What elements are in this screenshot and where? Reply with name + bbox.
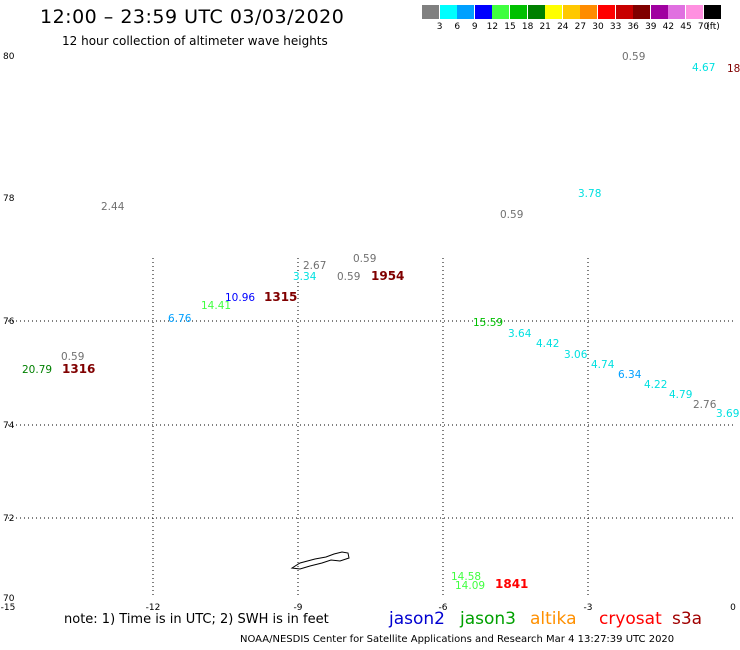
wave-height-label: 4.42 — [536, 338, 559, 350]
scale-label: 24 — [557, 22, 569, 32]
scale-swatch — [545, 5, 563, 19]
wave-height-label: 14.58 — [451, 571, 481, 583]
wave-height-label: 18 — [727, 63, 740, 75]
wave-height-label: 2.76 — [693, 399, 717, 411]
longitude-tick: -6 — [439, 603, 448, 613]
legend-jason2: jason2 — [389, 609, 445, 629]
wave-height-label: 0.59 — [337, 271, 360, 283]
longitude-tick: -9 — [294, 603, 303, 613]
scale-label: 45 — [680, 22, 692, 32]
scale-swatch — [457, 5, 475, 19]
latitude-tick: 72 — [3, 514, 14, 524]
wave-height-label: 3.34 — [293, 271, 317, 283]
pass-time-label: 1315 — [264, 290, 297, 304]
wave-height-label: 6.76 — [168, 313, 192, 325]
latitude-tick: 80 — [3, 52, 15, 62]
scale-swatch — [492, 5, 510, 19]
scale-label: 36 — [627, 22, 639, 32]
wave-height-label: 3.64 — [508, 328, 532, 340]
scale-swatch — [633, 5, 651, 19]
wave-height-label: 4.67 — [692, 62, 715, 74]
scale-label: 6 — [454, 22, 461, 32]
longitude-tick: -15 — [1, 603, 16, 613]
wave-height-label: 10.96 — [225, 292, 255, 304]
latitude-tick: 76 — [3, 317, 15, 327]
scale-swatch — [439, 5, 457, 19]
scale-swatch — [668, 5, 686, 19]
wave-height-label: 0.59 — [353, 253, 376, 265]
legend-altika: altika — [530, 609, 577, 629]
pass-time-label: 1316 — [62, 362, 95, 376]
pass-time-label: 1954 — [371, 269, 404, 283]
grid-lines — [8, 258, 733, 598]
map-subtitle: 12 hour collection of altimeter wave hei… — [62, 34, 328, 48]
wave-height-label: 3.69 — [716, 408, 739, 420]
scale-label: 30 — [592, 22, 604, 32]
scale-swatch — [580, 5, 598, 19]
scale-swatch — [562, 5, 580, 19]
wave-height-label: 0.59 — [500, 209, 523, 221]
scale-label: 27 — [574, 22, 587, 32]
scale-label: 70 — [697, 22, 710, 32]
scale-label: 12 — [486, 22, 499, 32]
pass-time-label: 1841 — [495, 577, 528, 591]
map-title: 12:00 – 23:59 UTC 03/03/2020 — [40, 6, 345, 28]
latitude-tick: 78 — [3, 194, 15, 204]
wave-height-label: 15.59 — [473, 317, 503, 329]
scale-swatch — [598, 5, 615, 19]
wave-height-label: 20.79 — [22, 364, 52, 376]
scale-unit: (ft) — [706, 22, 720, 32]
wave-height-label: 4.22 — [644, 379, 667, 391]
wave-height-label: 0.59 — [622, 51, 645, 63]
scale-swatch — [686, 5, 703, 19]
wave-height-label: 4.79 — [669, 389, 692, 401]
latitude-tick: 74 — [3, 421, 15, 431]
longitude-tick: -12 — [146, 603, 161, 613]
wave-height-label: 3.78 — [578, 188, 601, 200]
scale-label: 33 — [609, 22, 622, 32]
scale-label: 21 — [539, 22, 551, 32]
longitude-tick: -3 — [584, 603, 593, 613]
scale-swatch — [510, 5, 527, 19]
coastline-island — [290, 551, 350, 570]
wave-height-label: 14.41 — [201, 300, 231, 312]
scale-swatch — [474, 5, 492, 19]
footnote: note: 1) Time is in UTC; 2) SWH is in fe… — [64, 612, 329, 627]
scale-swatch — [527, 5, 545, 19]
scale-label: 18 — [521, 22, 534, 32]
legend-jason3: jason3 — [460, 609, 516, 629]
scale-swatch — [650, 5, 668, 19]
legend-s3a: s3a — [672, 609, 703, 629]
wave-height-label: 2.44 — [101, 201, 125, 213]
scale-label: 9 — [471, 22, 478, 32]
scale-label: 39 — [645, 22, 657, 32]
wave-height-label: 2.67 — [303, 260, 326, 272]
scale-label: 42 — [662, 22, 675, 32]
credit-line: NOAA/NESDIS Center for Satellite Applica… — [240, 634, 675, 645]
scale-swatch — [615, 5, 633, 19]
scale-label: 3 — [436, 22, 443, 32]
wave-height-label: 14.09 — [455, 580, 485, 592]
scale-label: 15 — [504, 22, 516, 32]
scale-swatch — [703, 5, 721, 19]
scale-swatch — [422, 5, 439, 19]
wave-height-label: 6.34 — [618, 369, 642, 381]
latitude-tick: 70 — [3, 594, 15, 604]
legend-cryosat: cryosat — [599, 609, 662, 629]
longitude-tick: 0 — [730, 603, 736, 613]
wave-height-label: 4.74 — [591, 359, 615, 371]
wave-height-label: 0.59 — [61, 351, 84, 363]
wave-height-label: 3.06 — [564, 349, 588, 361]
